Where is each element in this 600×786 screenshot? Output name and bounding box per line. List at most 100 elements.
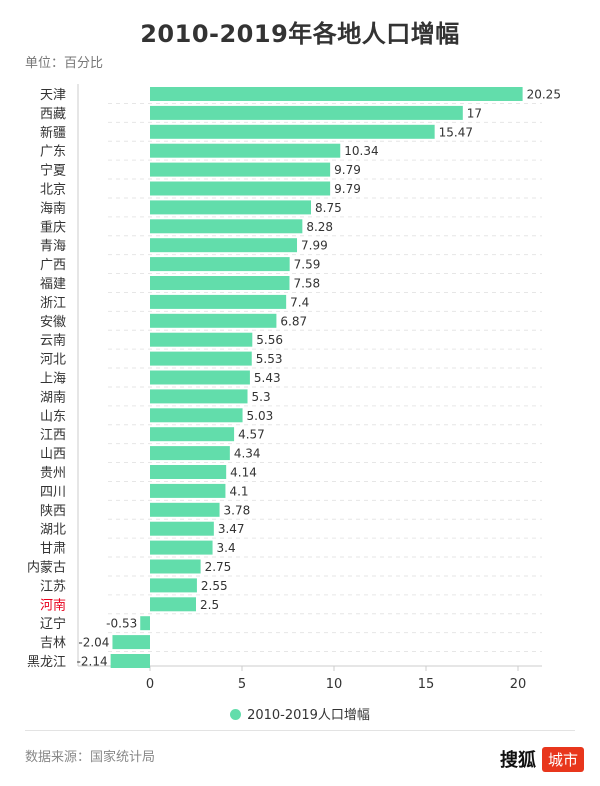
x-tick-label: 10 (326, 677, 343, 692)
bar (112, 635, 150, 650)
data-label: 10.34 (344, 144, 378, 158)
brand-tag: 城市 (541, 746, 584, 772)
bar (150, 521, 214, 536)
data-label: 4.14 (230, 466, 257, 480)
category-label: 湖北 (40, 523, 66, 538)
data-label: 17 (467, 106, 482, 120)
bar (150, 238, 298, 253)
bar (150, 483, 226, 498)
unit-label: 单位：百分比 (25, 56, 104, 71)
data-label: 2.75 (205, 560, 232, 574)
data-label: 15.47 (439, 125, 473, 139)
category-label: 西藏 (40, 107, 66, 122)
category-label: 辽宁 (40, 616, 66, 632)
data-label: -2.14 (77, 655, 108, 669)
data-label: 9.79 (334, 182, 361, 196)
bar (150, 143, 341, 158)
category-label: 江苏 (40, 578, 66, 594)
bar (110, 654, 150, 668)
data-label: 4.1 (229, 484, 248, 498)
bar (150, 124, 435, 139)
bar (150, 578, 197, 593)
bar (150, 446, 230, 461)
category-label: 陕西 (40, 504, 66, 519)
data-label: 2.5 (200, 598, 219, 612)
category-label: 湖南 (40, 389, 66, 405)
category-label: 山西 (40, 447, 66, 462)
footer-divider (25, 730, 575, 731)
bar (150, 408, 243, 423)
category-label: 内蒙古 (27, 560, 66, 576)
category-label: 河南 (40, 597, 66, 613)
data-label: 5.43 (254, 371, 281, 385)
data-label: 5.03 (247, 409, 274, 423)
category-label: 广东 (40, 145, 66, 160)
source-note: 数据来源：国家统计局 (25, 750, 156, 765)
data-label: 5.56 (256, 333, 283, 347)
category-label: 宁夏 (40, 163, 66, 179)
bar (150, 105, 463, 120)
category-label: 黑龙江 (27, 655, 66, 670)
data-label: 7.58 (293, 277, 320, 291)
data-label: 7.4 (290, 295, 309, 309)
category-label: 福建 (40, 277, 66, 292)
data-label: 20.25 (527, 88, 561, 102)
category-label: 吉林 (40, 636, 66, 651)
data-label: 2.55 (201, 579, 228, 593)
data-label: 8.75 (315, 201, 342, 215)
category-label: 天津 (40, 88, 66, 103)
data-label: 4.57 (238, 428, 265, 442)
bar (150, 87, 523, 101)
x-tick-label: 20 (510, 677, 527, 692)
bar (150, 389, 248, 404)
category-label: 河北 (40, 353, 66, 368)
category-label: 江西 (40, 428, 66, 443)
bar (150, 597, 196, 612)
data-label: 4.34 (234, 447, 261, 461)
bar (150, 162, 331, 177)
data-label: 5.53 (256, 352, 283, 366)
category-label: 北京 (40, 183, 66, 198)
bar (150, 294, 287, 309)
data-label: 3.47 (218, 522, 245, 536)
data-label: 8.28 (306, 220, 333, 234)
data-label: 7.59 (294, 258, 321, 272)
legend[interactable]: 2010-2019人口增幅 (0, 704, 600, 723)
bar (150, 200, 311, 215)
category-label: 安徽 (40, 315, 66, 330)
bar (150, 370, 250, 385)
chart-title: 2010-2019年各地人口增幅 (140, 20, 460, 48)
x-tick-label: 5 (238, 677, 246, 692)
data-label: 7.99 (301, 239, 328, 253)
category-label: 浙江 (40, 296, 66, 311)
bar (150, 540, 213, 555)
bar (150, 313, 277, 328)
category-label: 新疆 (40, 125, 66, 141)
data-label: -0.53 (106, 617, 137, 631)
data-label: -2.04 (78, 636, 109, 650)
bar (150, 465, 227, 479)
data-label: 5.3 (252, 390, 271, 404)
x-tick-label: 0 (146, 677, 154, 692)
bar (150, 351, 252, 366)
bar (150, 219, 303, 234)
bar (150, 427, 235, 442)
legend-swatch (230, 709, 242, 720)
category-label: 重庆 (40, 219, 66, 235)
bar (150, 257, 290, 272)
bar-chart: 0 5 10 15 20 天津 20.25 西藏 17 新疆 15.47 广东 10.34 宁夏 9.79 北… (27, 84, 561, 692)
data-label: 6.87 (280, 314, 307, 328)
category-label: 广西 (40, 258, 66, 273)
category-label: 上海 (40, 372, 66, 387)
bar (150, 502, 220, 517)
category-label: 贵州 (40, 466, 66, 481)
bar (150, 181, 331, 196)
brand-logo: 搜狐 城市 (500, 746, 584, 772)
category-label: 山东 (40, 409, 66, 424)
category-label: 四川 (40, 485, 66, 500)
data-label: 3.4 (217, 541, 236, 555)
bar (150, 276, 290, 290)
bar (140, 616, 150, 631)
category-label: 甘肃 (40, 542, 66, 557)
category-label: 青海 (40, 239, 66, 254)
